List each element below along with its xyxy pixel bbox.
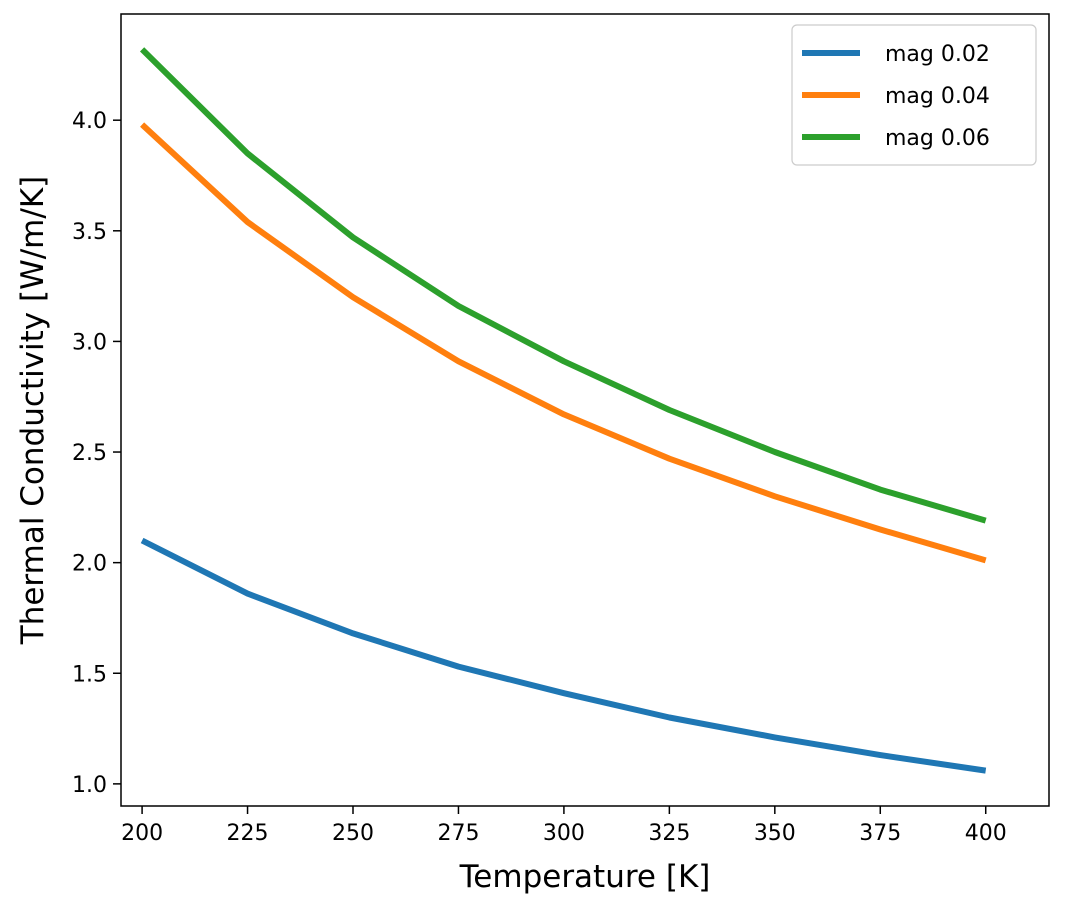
y-tick-label: 1.0 (72, 773, 107, 798)
y-axis-title: Thermal Conductivity [W/m/K] (15, 176, 51, 645)
legend-label: mag 0.02 (885, 42, 990, 67)
y-tick-label: 3.5 (72, 220, 107, 245)
x-tick-label: 325 (648, 821, 690, 846)
y-tick-label: 3.0 (72, 330, 107, 355)
y-tick-label: 2.5 (72, 441, 107, 466)
y-tick-label: 1.5 (72, 662, 107, 687)
plot-frame (120, 13, 1050, 807)
y-tick-label: 4.0 (72, 109, 107, 134)
y-tick-label: 2.0 (72, 552, 107, 577)
legend: mag 0.02 mag 0.04 mag 0.06 (791, 24, 1037, 166)
x-axis: 200 225 250 275 300 325 350 375 400 (121, 806, 1007, 846)
x-tick-label: 400 (965, 821, 1007, 846)
x-tick-label: 300 (543, 821, 585, 846)
legend-box (791, 24, 1037, 166)
series-layer (139, 47, 987, 774)
x-tick-label: 225 (227, 821, 269, 846)
x-axis-title: Temperature [K] (459, 859, 711, 895)
x-tick-label: 275 (437, 821, 479, 846)
x-tick-label: 350 (754, 821, 796, 846)
x-tick-label: 200 (121, 821, 163, 846)
series-line-1 (140, 537, 987, 774)
x-tick-label: 250 (332, 821, 374, 846)
series-line-3 (139, 47, 987, 524)
legend-label: mag 0.06 (885, 126, 990, 151)
x-tick-label: 375 (859, 821, 901, 846)
y-axis: 1.0 1.5 2.0 2.5 3.0 3.5 4.0 (72, 109, 121, 798)
legend-label: mag 0.04 (885, 84, 990, 109)
series-line-2 (140, 122, 987, 564)
